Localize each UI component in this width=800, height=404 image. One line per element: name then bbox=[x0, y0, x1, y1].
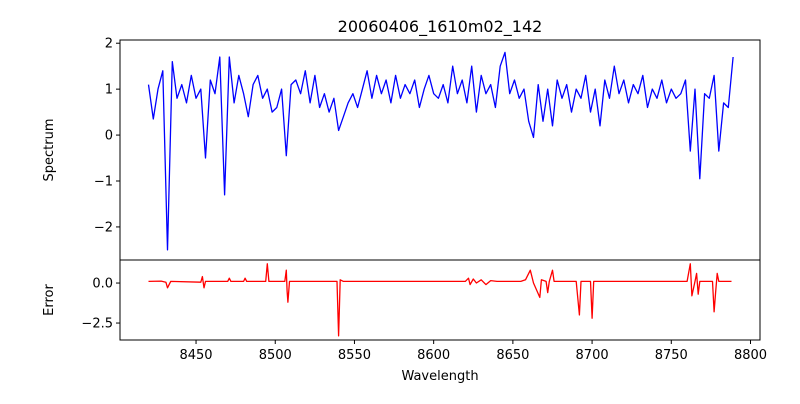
x-axis-label: Wavelength bbox=[401, 369, 478, 384]
plot-frame bbox=[119, 259, 761, 341]
x-tick-label: 8550 bbox=[338, 348, 371, 363]
y-tick-label: −2 bbox=[94, 220, 113, 235]
spectrum-panel: 2 1 0 −1 −2 bbox=[94, 37, 761, 261]
error-panel: 0.0 −2.5 8450 8500 8550 8600 8650 8700 8750 8800 bbox=[81, 259, 767, 363]
x-tick-label: 8450 bbox=[179, 348, 212, 363]
x-tick-label: 8500 bbox=[259, 348, 292, 363]
y-tick-label: −2.5 bbox=[81, 317, 113, 332]
series-line-spectrum bbox=[147, 51, 734, 251]
y-tick-label: −1 bbox=[94, 175, 113, 190]
x-tick-label: 8800 bbox=[734, 348, 767, 363]
y-tick-label: 0 bbox=[105, 129, 113, 144]
chart-title: 20060406_1610m02_142 bbox=[338, 17, 543, 37]
x-tick-label: 8750 bbox=[655, 348, 688, 363]
plot-frame bbox=[119, 39, 761, 261]
y-axis-label-error: Error bbox=[42, 284, 57, 316]
y-tick-label: 2 bbox=[105, 37, 113, 52]
x-tick-label: 8650 bbox=[496, 348, 529, 363]
y-tick-label: 1 bbox=[105, 83, 113, 98]
y-tick-label: 0.0 bbox=[92, 277, 113, 292]
x-tick-label: 8600 bbox=[417, 348, 450, 363]
x-tick-label: 8700 bbox=[576, 348, 609, 363]
y-axis-label-spectrum: Spectrum bbox=[42, 119, 57, 182]
series-line-error bbox=[148, 263, 732, 337]
